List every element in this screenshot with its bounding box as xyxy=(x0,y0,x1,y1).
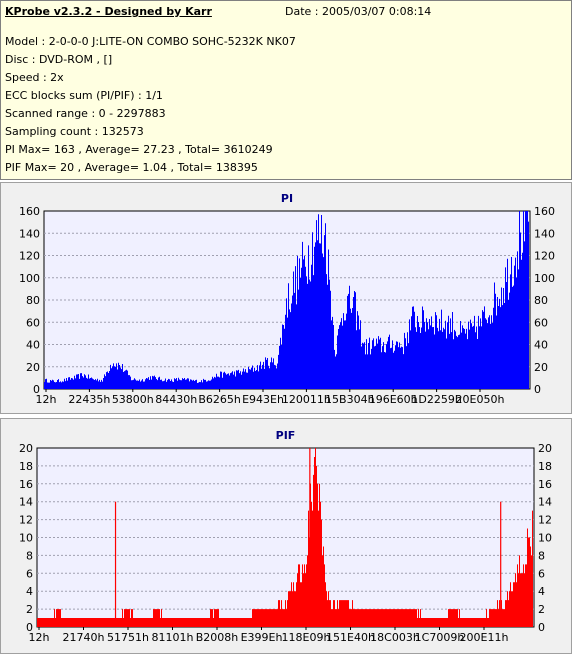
data-series xyxy=(37,448,533,627)
x-tick-label: 1C7009h xyxy=(415,631,465,644)
x-tick-label: 15B304h xyxy=(325,393,375,406)
x-tick-label: 12h xyxy=(29,631,50,644)
x-tick-label: 151E40h xyxy=(326,631,375,644)
y-tick-label-left: 20 xyxy=(19,442,33,455)
x-tick-label: 20E050h xyxy=(456,393,505,406)
y-tick-label-left: 4 xyxy=(26,585,33,598)
x-tick-label: 84430h xyxy=(155,393,197,406)
y-tick-label-left: 40 xyxy=(26,339,40,352)
x-tick-label: 21740h xyxy=(63,631,105,644)
y-tick-label-right: 20 xyxy=(534,361,548,374)
x-tick-label: 200E11h xyxy=(460,631,509,644)
x-tick-label: 51751h xyxy=(107,631,149,644)
y-tick-label-right: 0 xyxy=(534,383,541,396)
x-tick-label: 196E60h xyxy=(369,393,418,406)
x-tick-label: E399Eh xyxy=(241,631,283,644)
range-line: Scanned range : 0 - 2297883 xyxy=(5,107,166,120)
y-tick-label-right: 140 xyxy=(534,227,555,240)
y-tick-label-right: 8 xyxy=(538,549,545,562)
x-tick-label: 53800h xyxy=(112,393,154,406)
y-tick-label-left: 18 xyxy=(19,460,33,473)
y-tick-label-right: 0 xyxy=(538,621,545,634)
pi-chart: PI 0 0 20 20 40 40 60 60 80 80 100 100 120 120 140 140 16… xyxy=(19,192,555,406)
y-tick-label-left: 80 xyxy=(26,294,40,307)
y-tick-label-right: 10 xyxy=(538,532,552,545)
x-tick-label: 81101h xyxy=(152,631,194,644)
pif-stats-line: PIF Max= 20 , Average= 1.04 , Total= 138… xyxy=(5,161,258,174)
y-tick-label-right: 60 xyxy=(534,316,548,329)
pi-chart-panel: PI 0 0 20 20 40 40 60 60 80 80 100 100 120 120 140 140 16… xyxy=(0,182,572,414)
y-tick-label-right: 14 xyxy=(538,496,552,509)
x-tick-label: B2008h xyxy=(196,631,239,644)
y-tick-label-right: 4 xyxy=(538,585,545,598)
pif-chart: PIF 0 0 2 2 4 4 6 6 8 8 10 10 12 12 14 14 16 16 18 18 20 20 12h… xyxy=(19,429,552,644)
y-tick-label-left: 0 xyxy=(26,621,33,634)
y-tick-label-left: 100 xyxy=(19,272,40,285)
chart-title: PIF xyxy=(276,429,296,442)
y-tick-label-right: 12 xyxy=(538,514,552,527)
y-tick-label-left: 8 xyxy=(26,549,33,562)
y-tick-label-right: 20 xyxy=(538,442,552,455)
scan-date: Date : 2005/03/07 0:08:14 xyxy=(285,5,432,18)
x-tick-label: 18C003h xyxy=(370,631,420,644)
x-tick-label: 118E09h xyxy=(282,631,331,644)
x-tick-label: 1D2259h xyxy=(411,393,461,406)
y-tick-label-left: 2 xyxy=(26,603,33,616)
y-tick-label-left: 16 xyxy=(19,478,33,491)
x-tick-label: 120011h xyxy=(282,393,331,406)
pi-stats-line: PI Max= 163 , Average= 27.23 , Total= 36… xyxy=(5,143,273,156)
speed-line: Speed : 2x xyxy=(5,71,64,84)
y-tick-label-right: 16 xyxy=(538,478,552,491)
y-tick-label-left: 14 xyxy=(19,496,33,509)
y-tick-label-left: 60 xyxy=(26,316,40,329)
x-tick-label: E943Eh xyxy=(242,393,284,406)
model-line: Model : 2-0-0-0 J:LITE-ON COMBO SOHC-523… xyxy=(5,35,296,48)
x-tick-label: 12h xyxy=(36,393,57,406)
y-tick-label-right: 160 xyxy=(534,205,555,218)
data-series xyxy=(44,211,529,389)
y-tick-label-left: 12 xyxy=(19,514,33,527)
y-tick-label-right: 80 xyxy=(534,294,548,307)
y-tick-label-left: 10 xyxy=(19,532,33,545)
disc-line: Disc : DVD-ROM , [] xyxy=(5,53,113,66)
sampling-line: Sampling count : 132573 xyxy=(5,125,144,138)
y-tick-label-right: 6 xyxy=(538,567,545,580)
ecc-line: ECC blocks sum (PI/PIF) : 1/1 xyxy=(5,89,163,102)
y-tick-label-right: 40 xyxy=(534,339,548,352)
y-tick-label-right: 100 xyxy=(534,272,555,285)
app-title: KProbe v2.3.2 - Designed by Karr xyxy=(5,5,212,18)
y-tick-label-left: 120 xyxy=(19,250,40,263)
pif-chart-panel: PIF 0 0 2 2 4 4 6 6 8 8 10 10 12 12 14 14 16 16 18 18 20 20 12h… xyxy=(0,418,572,654)
info-panel: KProbe v2.3.2 - Designed by Karr Date : … xyxy=(0,0,572,180)
chart-title: PI xyxy=(281,192,293,205)
x-tick-label: 22435h xyxy=(68,393,110,406)
y-tick-label-right: 18 xyxy=(538,460,552,473)
y-tick-label-left: 20 xyxy=(26,361,40,374)
x-tick-label: B6265h xyxy=(198,393,241,406)
y-tick-label-left: 6 xyxy=(26,567,33,580)
y-tick-label-left: 160 xyxy=(19,205,40,218)
y-tick-label-left: 140 xyxy=(19,227,40,240)
y-tick-label-right: 2 xyxy=(538,603,545,616)
y-tick-label-left: 0 xyxy=(33,383,40,396)
y-tick-label-right: 120 xyxy=(534,250,555,263)
